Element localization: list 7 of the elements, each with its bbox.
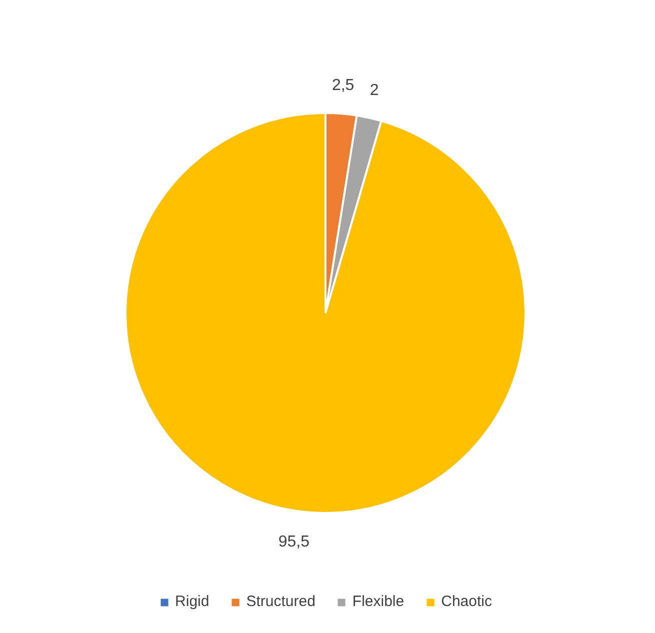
- data-label: 2,5: [332, 77, 354, 94]
- data-label: 2: [370, 82, 379, 99]
- legend-label: Chaotic: [441, 593, 492, 610]
- legend-label: Structured: [246, 593, 316, 610]
- data-label: 95,5: [278, 533, 310, 550]
- legend-label: Flexible: [352, 593, 404, 610]
- legend-label: Rigid: [175, 593, 210, 610]
